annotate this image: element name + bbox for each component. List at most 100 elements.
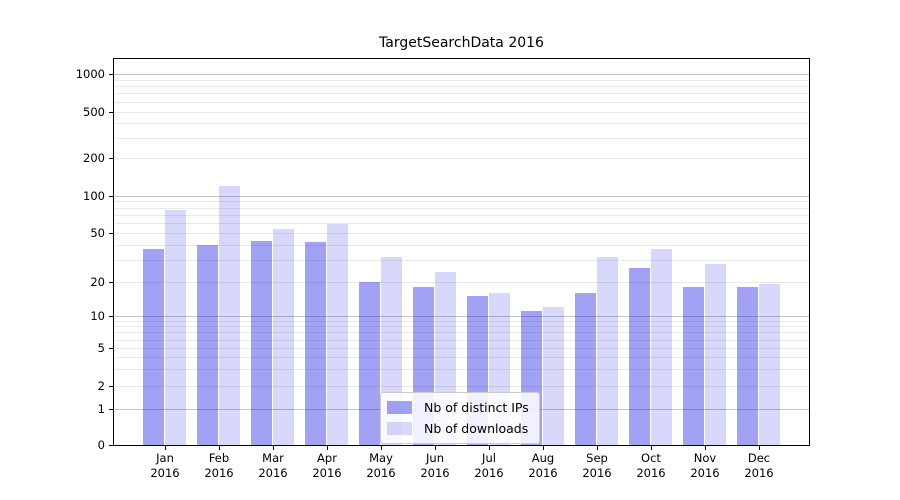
x-tick-jul (489, 446, 490, 450)
bar-distinct-ips-nov (683, 286, 704, 445)
y-tick-5 (109, 348, 114, 349)
minor-gridline-20 (114, 281, 809, 283)
x-tick-label-jan: Jan 2016 (138, 451, 192, 481)
x-tick-year-mar: 2016 (258, 466, 288, 480)
y-tick-label-0: 0 (97, 438, 105, 452)
x-tick-sep (597, 446, 598, 450)
minor-gridline-60 (114, 223, 809, 225)
minor-gridline-600 (114, 101, 809, 103)
bar-distinct-ips-sep (575, 292, 596, 445)
minor-gridline-50 (114, 233, 809, 234)
x-tick-month-aug: Aug (531, 451, 555, 465)
x-tick-label-mar: Mar 2016 (246, 451, 300, 481)
legend-entry-distinct-ips: Nb of distinct IPs (387, 397, 529, 418)
x-tick-year-sep: 2016 (582, 466, 612, 480)
x-tick-jun (435, 446, 436, 450)
bar-downloads-oct (651, 248, 672, 445)
minor-gridline-5 (114, 348, 809, 349)
minor-gridline-900 (114, 79, 809, 81)
bar-distinct-ips-feb (197, 244, 218, 445)
x-tick-may (381, 446, 382, 450)
y-tick-10 (109, 315, 114, 317)
x-tick-month-nov: Nov (693, 451, 717, 465)
x-tick-label-jun: Jun 2016 (408, 451, 462, 481)
plot-area (113, 58, 810, 446)
y-tick-500 (109, 111, 114, 113)
bar-downloads-sep (597, 256, 618, 445)
x-tick-month-feb: Feb (208, 451, 230, 465)
legend: Nb of distinct IPs Nb of downloads (380, 392, 540, 444)
bar-distinct-ips-mar (251, 240, 272, 445)
bar-distinct-ips-jan (143, 248, 164, 445)
minor-gridline-700 (114, 93, 809, 95)
y-tick-label-5: 5 (97, 341, 105, 355)
x-tick-jan (165, 446, 166, 450)
minor-gridline-400 (114, 122, 809, 124)
x-tick-label-feb: Feb 2016 (192, 451, 246, 481)
minor-gridline-40 (114, 244, 809, 246)
x-tick-year-feb: 2016 (204, 466, 234, 480)
x-tick-label-dec: Dec 2016 (732, 451, 786, 481)
x-tick-month-dec: Dec (747, 451, 771, 465)
bar-downloads-apr (327, 224, 348, 445)
x-tick-label-sep: Sep 2016 (570, 451, 624, 481)
x-tick-oct (651, 446, 652, 450)
x-tick-year-jul: 2016 (474, 466, 504, 480)
minor-gridline-70 (114, 214, 809, 216)
bar-downloads-nov (705, 263, 726, 445)
y-tick-label-200: 200 (83, 151, 105, 166)
minor-gridline-6 (114, 339, 809, 341)
x-tick-apr (327, 446, 328, 450)
y-tick-200 (109, 158, 114, 160)
x-tick-month-jun: Jun (426, 451, 444, 465)
x-tick-year-jan: 2016 (150, 466, 180, 480)
x-tick-mar (273, 446, 274, 450)
legend-swatch-distinct-ips (387, 401, 412, 414)
bar-distinct-ips-oct (629, 267, 650, 445)
minor-gridline-90 (114, 201, 809, 203)
x-tick-year-dec: 2016 (744, 466, 774, 480)
x-tick-year-aug: 2016 (528, 466, 558, 480)
minor-gridline-800 (114, 86, 809, 88)
x-tick-label-nov: Nov 2016 (678, 451, 732, 481)
y-tick-1 (109, 409, 114, 410)
x-tick-month-apr: Apr (317, 451, 337, 465)
minor-gridline-80 (114, 207, 809, 209)
y-tick-100 (109, 195, 114, 197)
x-tick-year-oct: 2016 (636, 466, 666, 480)
x-tick-year-nov: 2016 (690, 466, 720, 480)
major-gridline-10 (114, 315, 809, 317)
x-tick-year-may: 2016 (366, 466, 396, 480)
minor-gridline-500 (114, 111, 809, 113)
bar-downloads-feb (219, 185, 240, 445)
y-tick-label-20: 20 (90, 274, 105, 289)
minor-gridline-9 (114, 320, 809, 322)
y-tick-label-500: 500 (83, 104, 105, 119)
major-gridline-1000 (114, 74, 809, 75)
y-tick-label-100: 100 (83, 188, 105, 203)
bar-distinct-ips-apr (305, 242, 326, 445)
x-tick-month-jul: Jul (482, 451, 496, 465)
x-tick-year-apr: 2016 (312, 466, 342, 480)
x-tick-year-jun: 2016 (420, 466, 450, 480)
x-tick-label-oct: Oct 2016 (624, 451, 678, 481)
y-tick-20 (109, 281, 114, 283)
major-gridline-100 (114, 195, 809, 197)
bar-downloads-mar (273, 228, 294, 445)
legend-entry-downloads: Nb of downloads (387, 418, 529, 439)
minor-gridline-7 (114, 332, 809, 334)
y-tick-1000 (109, 74, 114, 75)
minor-gridline-300 (114, 137, 809, 139)
legend-swatch-downloads (387, 422, 412, 435)
bar-downloads-aug (543, 306, 564, 445)
x-tick-month-may: May (369, 451, 393, 465)
bar-distinct-ips-dec (737, 286, 758, 445)
y-tick-2 (109, 385, 114, 387)
x-tick-month-sep: Sep (586, 451, 608, 465)
y-tick-0 (109, 445, 114, 446)
x-tick-aug (543, 446, 544, 450)
legend-label-downloads: Nb of downloads (424, 421, 529, 436)
bar-downloads-jan (165, 209, 186, 445)
y-tick-50 (109, 233, 114, 234)
